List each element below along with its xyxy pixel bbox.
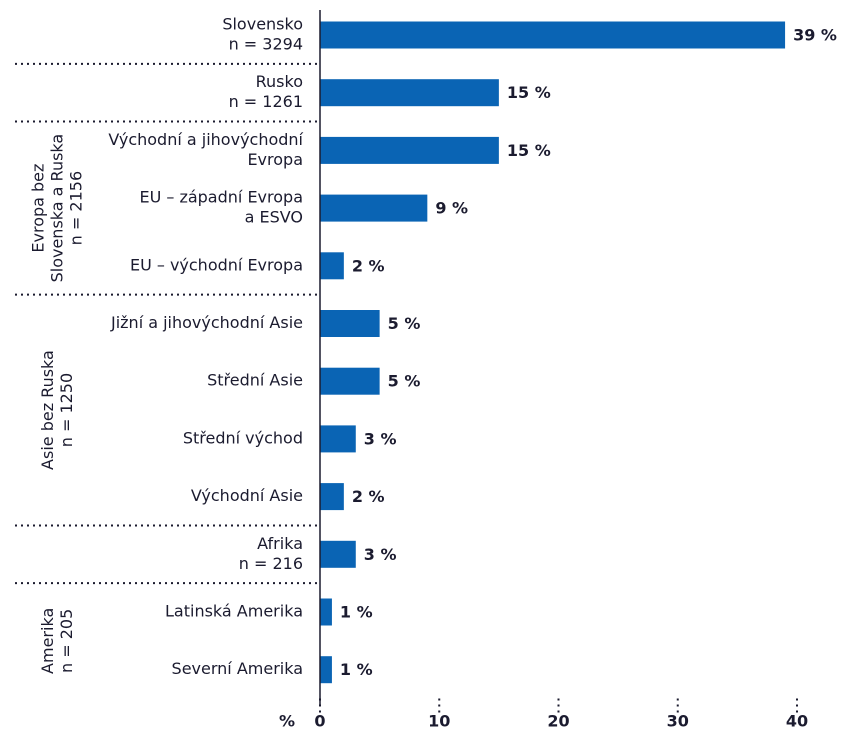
category-label: n = 1261 — [229, 92, 303, 111]
group-label: n = 205 — [57, 609, 76, 673]
bar — [320, 136, 499, 164]
bar — [320, 540, 356, 568]
bar — [320, 79, 499, 107]
value-label: 5 % — [388, 314, 421, 333]
value-label: 2 % — [352, 487, 385, 506]
bar — [320, 598, 332, 626]
bar — [320, 252, 344, 280]
category-label: Latinská Amerika — [165, 602, 303, 621]
x-tick-label: 30 — [667, 712, 689, 731]
x-tick-label: 20 — [547, 712, 569, 731]
bar — [320, 425, 356, 453]
value-label: 9 % — [435, 199, 468, 218]
category-label: Severní Amerika — [172, 659, 303, 678]
category-label: Rusko — [256, 72, 303, 91]
category-label: Střední Asie — [207, 371, 303, 390]
group-label: Slovenska a Ruska — [48, 134, 67, 283]
category-label: Střední východ — [183, 428, 303, 447]
category-label: n = 3294 — [229, 35, 303, 54]
category-label: Jižní a jihovýchodní Asie — [110, 313, 303, 332]
category-label: a ESVO — [245, 208, 303, 227]
value-label: 1 % — [340, 603, 373, 622]
x-tick-label: 40 — [786, 712, 808, 731]
value-label: 15 % — [507, 141, 551, 160]
x-tick-label: 10 — [428, 712, 450, 731]
category-label: Evropa — [247, 150, 303, 169]
value-label: 3 % — [364, 545, 397, 564]
bar — [320, 367, 380, 395]
category-label: EU – západní Evropa — [139, 188, 303, 207]
group-label: n = 1250 — [57, 373, 76, 447]
group-label: n = 2156 — [67, 171, 86, 245]
value-label: 39 % — [793, 26, 837, 45]
bar — [320, 21, 786, 49]
value-label: 5 % — [388, 372, 421, 391]
bar — [320, 656, 332, 684]
group-label: Amerika — [38, 608, 57, 674]
bar — [320, 483, 344, 511]
bar — [320, 194, 428, 222]
category-label: EU – východní Evropa — [130, 255, 303, 274]
category-label: Slovensko — [222, 15, 303, 34]
group-label: Evropa bez — [29, 164, 48, 253]
category-label: Východní a jihovýchodní — [108, 130, 303, 149]
x-axis-label: % — [279, 712, 295, 731]
value-label: 3 % — [364, 429, 397, 448]
category-label: Východní Asie — [191, 486, 303, 505]
category-label: n = 216 — [239, 554, 303, 573]
value-label: 1 % — [340, 660, 373, 679]
x-tick-label: 0 — [314, 712, 325, 731]
category-label: Afrika — [257, 534, 303, 553]
bar — [320, 310, 380, 337]
value-label: 15 % — [507, 83, 551, 102]
value-label: 2 % — [352, 256, 385, 275]
group-label: Asie bez Ruska — [38, 350, 57, 470]
